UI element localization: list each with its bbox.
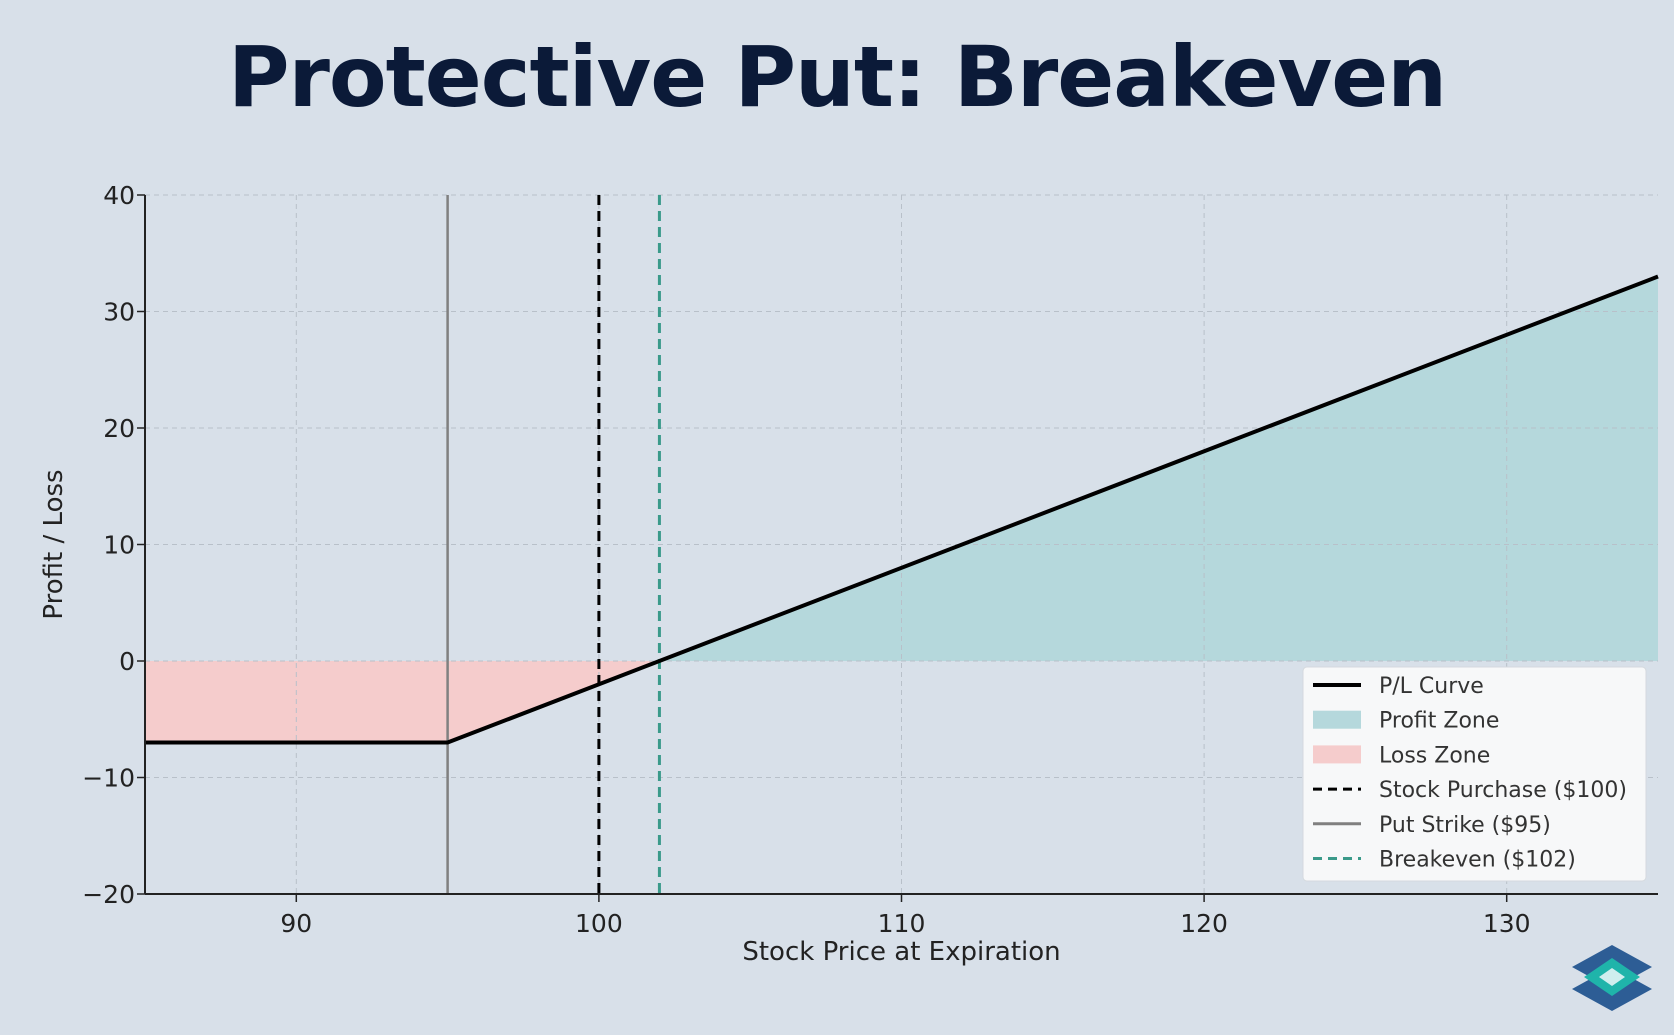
legend-label: Stock Purchase ($100) (1379, 778, 1627, 803)
y-axis-label: Profit / Loss (39, 469, 69, 619)
y-tick-label: 10 (103, 531, 135, 560)
pl-curve (145, 274, 1659, 745)
legend-label: Profit Zone (1379, 709, 1499, 734)
legend-label: Put Strike ($95) (1379, 813, 1551, 838)
legend-swatch (1313, 745, 1361, 764)
x-tick-label: 90 (280, 909, 312, 938)
y-tick-label: −20 (82, 880, 135, 909)
legend-swatch (1313, 710, 1361, 729)
logo-layer (1599, 968, 1625, 986)
reference-lines (446, 195, 661, 894)
legend-label: Breakeven ($102) (1379, 848, 1576, 873)
x-axis-label: Stock Price at Expiration (742, 937, 1060, 967)
y-tick-label: 0 (119, 647, 135, 676)
x-tick-label: 110 (878, 909, 926, 938)
legend: P/L Curve Profit Zone Loss Zone Stock Purch… (1302, 666, 1647, 882)
pl-curve-layer (145, 274, 1659, 745)
tick-labels: 90 100 110 120 130 −20 −10 0 10 20 30 40 (82, 181, 1530, 938)
x-tick-label: 130 (1483, 909, 1531, 938)
x-tick-label: 120 (1180, 909, 1228, 938)
y-tick-label: 30 (103, 298, 135, 327)
y-tick-label: −10 (82, 764, 135, 793)
y-tick-label: 40 (103, 181, 135, 210)
x-tick-label: 100 (575, 909, 623, 938)
y-tick-label: 20 (103, 414, 135, 443)
legend-label: Loss Zone (1379, 743, 1490, 768)
chart-title: Protective Put: Breakeven (227, 28, 1447, 126)
legend-label: P/L Curve (1379, 674, 1484, 699)
legend-box (1302, 666, 1647, 882)
brand-logo-icon (1572, 945, 1652, 1011)
loss-zone (145, 661, 660, 743)
